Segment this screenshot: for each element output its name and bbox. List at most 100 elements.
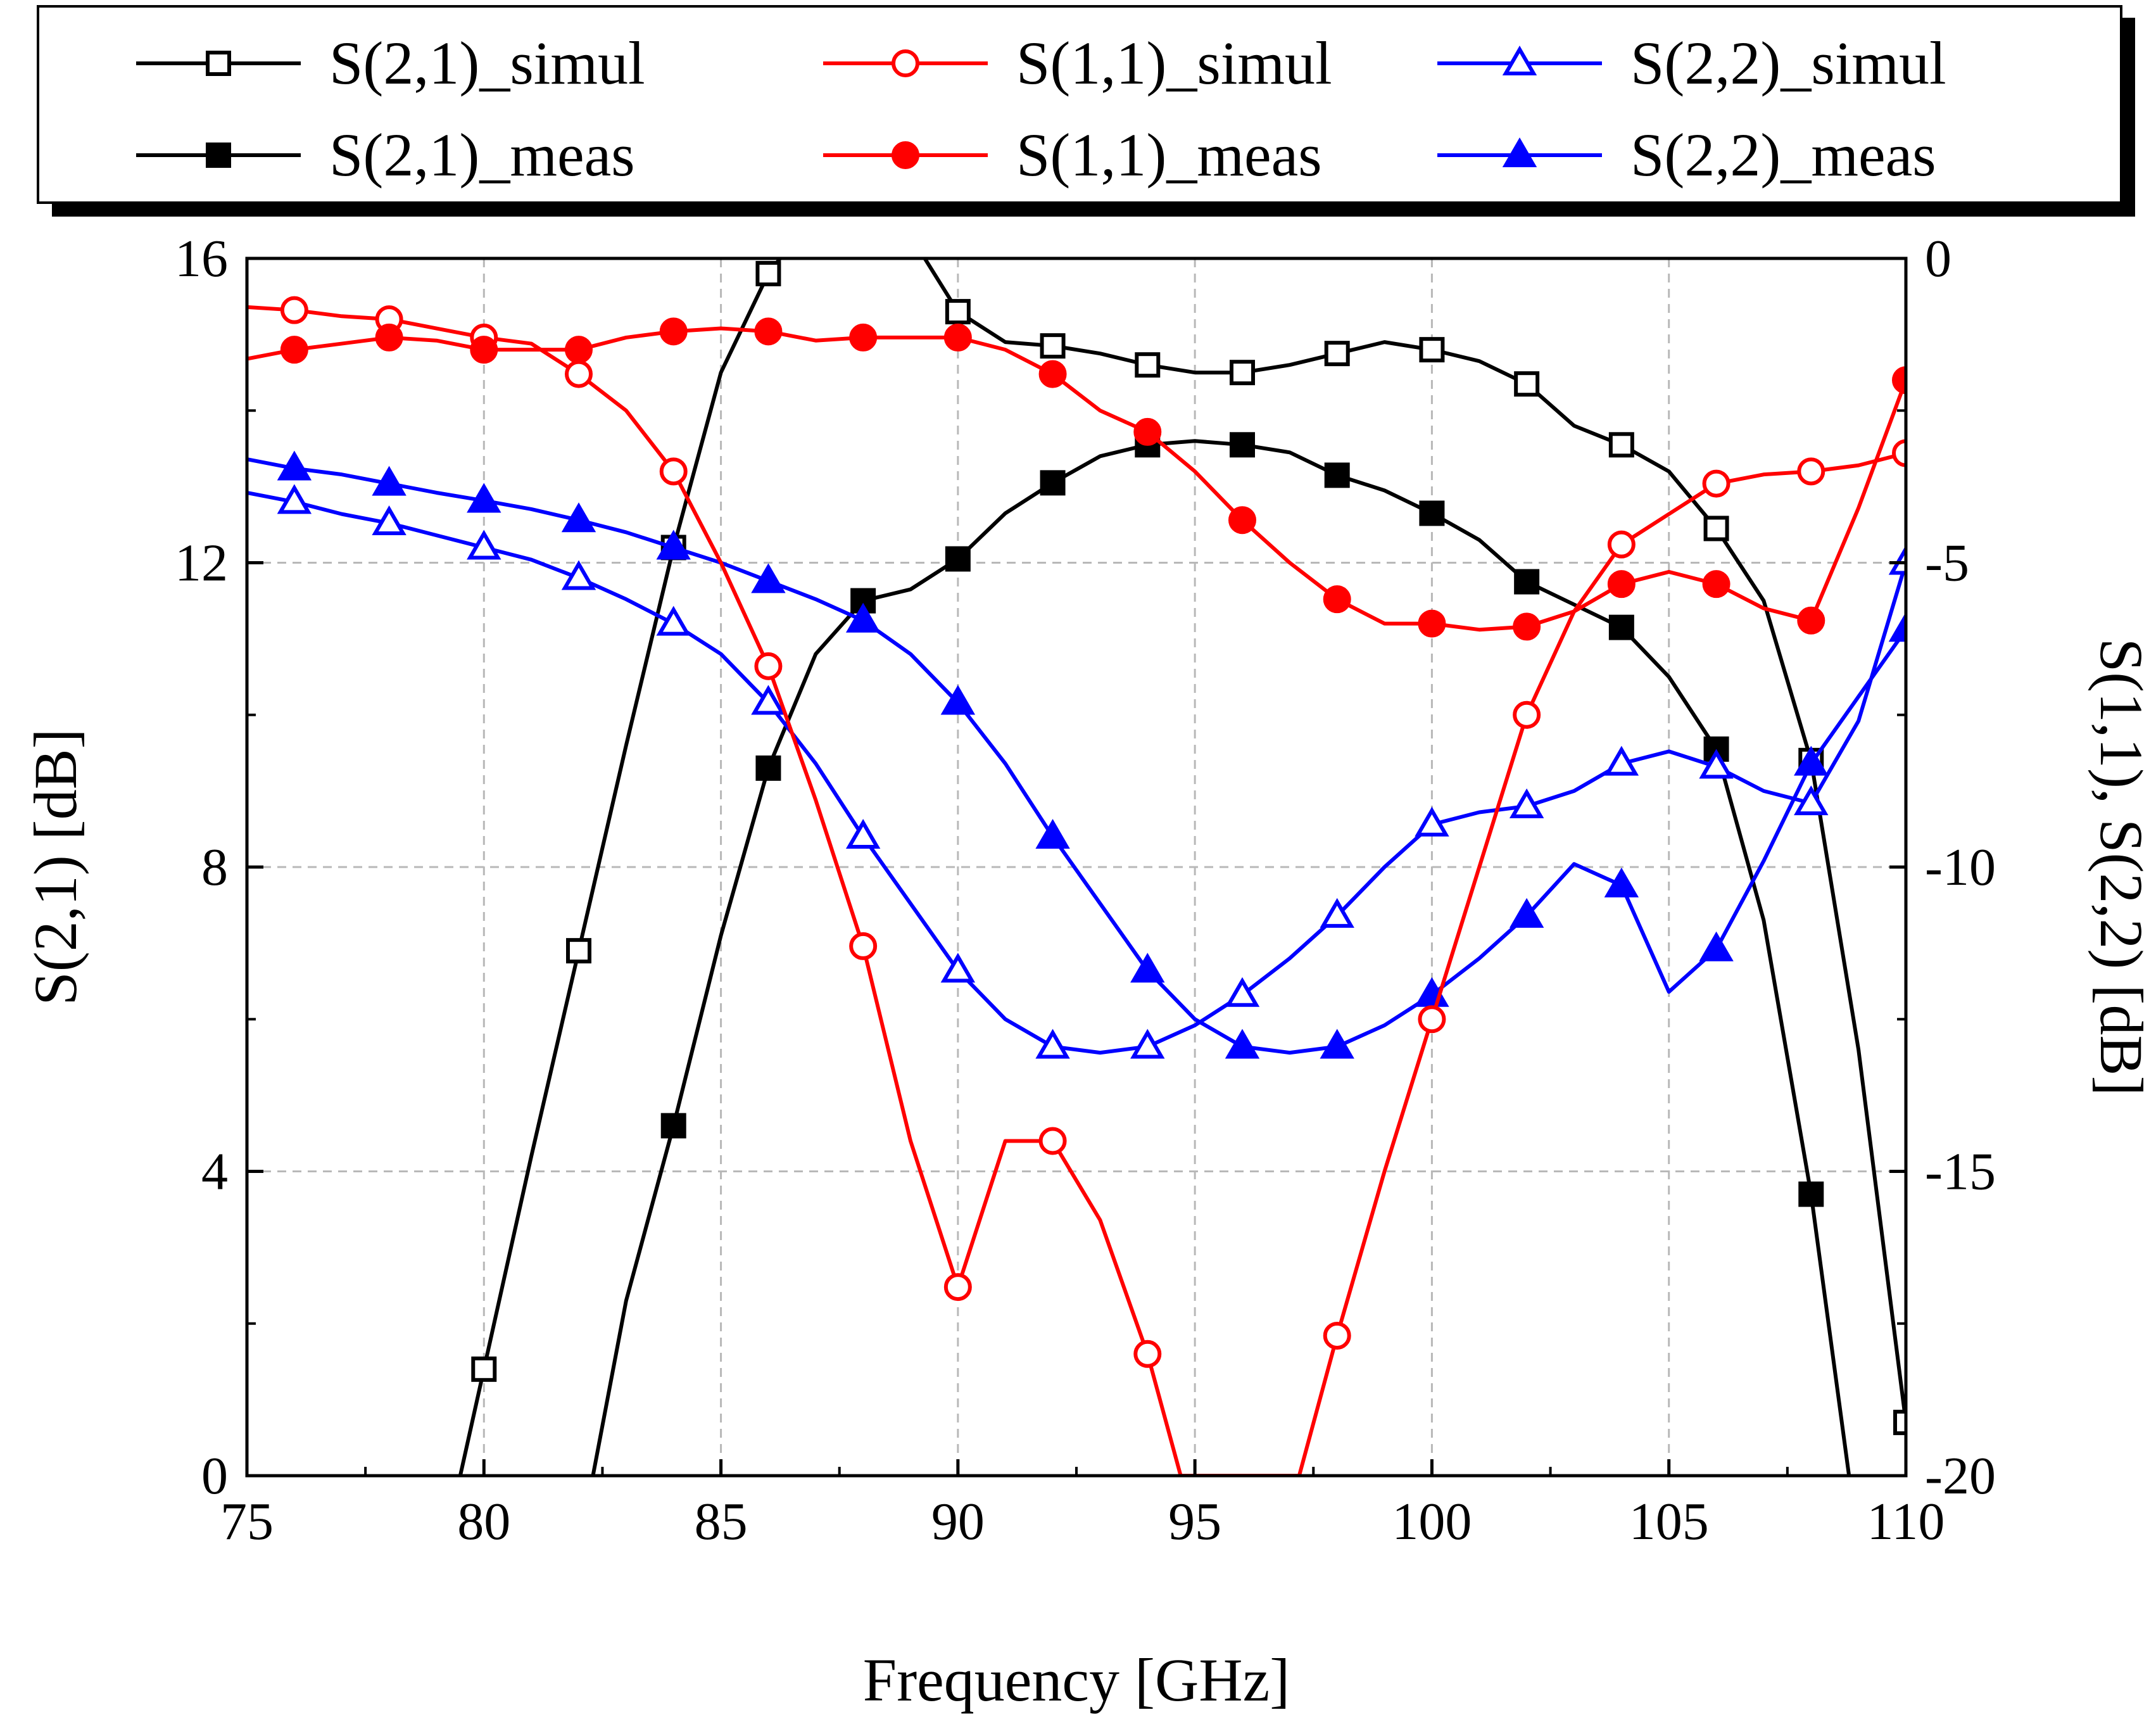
data-point-s-2-2-meas [1509, 897, 1544, 928]
legend-label: S(1,1)_simul [1016, 29, 1332, 97]
data-point-s-2-2-meas [1794, 745, 1829, 776]
data-point-s-2-2-meas [940, 685, 976, 715]
data-point-s-1-1-simul [1133, 1340, 1162, 1368]
data-point-s-2-2-simul [1035, 1029, 1070, 1059]
y-right-tick-label: -20 [1925, 1447, 1996, 1505]
y-axis-right-title: S(1,1), S(2,2) [dB] [2088, 638, 2155, 1096]
series-s-1-1-simul [247, 296, 1906, 1476]
data-point-s-2-2-simul [561, 560, 596, 590]
data-point-s-2-1-simul [1040, 333, 1066, 359]
series-s-1-1-meas [247, 317, 1906, 641]
legend-label: S(2,1)_meas [329, 121, 635, 189]
data-point-s-1-1-simul [565, 360, 593, 388]
data-point-s-1-1-simul [849, 932, 878, 960]
y-right-tick-label: 0 [1925, 229, 1951, 288]
data-point-s-2-2-meas [372, 466, 407, 496]
data-point-s-2-2-simul [751, 685, 786, 715]
data-point-s-2-2-simul [1130, 1029, 1165, 1059]
legend-label: S(2,1)_simul [329, 29, 645, 97]
series-s-2-2-meas [247, 450, 1906, 1059]
series-line-s-2-1-meas [591, 439, 1851, 1476]
data-point-s-2-1-simul [755, 261, 781, 287]
legend-marker [892, 141, 919, 169]
legend-label: S(1,1)_meas [1016, 121, 1322, 189]
data-point-s-2-2-simul [1604, 745, 1639, 776]
data-point-s-2-2-simul [1509, 788, 1544, 818]
data-point-s-2-2-meas [751, 563, 786, 593]
legend-marker [206, 51, 231, 76]
data-point-s-1-1-simul [1892, 439, 1906, 467]
data-point-s-1-1-meas [1702, 570, 1730, 599]
y-left-tick-label: 4 [201, 1143, 228, 1201]
data-point-s-1-1-meas [943, 323, 972, 352]
data-point-s-1-1-meas [565, 336, 593, 364]
legend-label: S(2,2)_simul [1630, 29, 1946, 97]
data-point-s-2-2-simul [1320, 897, 1354, 928]
y-right-tick-label: -15 [1925, 1143, 1996, 1201]
legend-entry-s-1-1-simul: S(1,1)_simul [823, 29, 1332, 97]
data-point-s-1-1-meas [1797, 606, 1825, 635]
x-tick-label: 105 [1629, 1492, 1709, 1551]
x-tick-label: 85 [695, 1492, 748, 1551]
data-point-s-2-2-meas [277, 450, 312, 481]
y-right-tick-label: -10 [1925, 838, 1996, 897]
data-point-s-2-1-simul [566, 938, 591, 964]
data-point-s-1-1-simul [659, 457, 688, 486]
data-point-s-1-1-meas [1228, 506, 1256, 535]
data-point-s-2-2-meas [467, 483, 501, 513]
x-tick-label: 100 [1392, 1492, 1472, 1551]
data-point-s-2-1-meas [660, 1113, 686, 1139]
data-point-s-1-1-meas [1892, 366, 1906, 395]
data-point-s-2-2-meas [1699, 931, 1734, 961]
data-point-s-2-1-simul [1703, 516, 1729, 542]
y-left-tick-label: 0 [201, 1447, 228, 1505]
data-point-s-1-1-meas [754, 317, 783, 346]
legend-marker [1502, 46, 1537, 75]
data-point-s-2-2-meas [1604, 867, 1639, 897]
legend: S(2,1)_simul S(1,1)_simul S(2,2)_simul S(2,… [136, 29, 1946, 189]
data-point-s-1-1-meas [1133, 417, 1162, 446]
data-point-s-2-2-simul [372, 505, 407, 536]
data-point-s-2-1-simul [1608, 432, 1634, 458]
x-tick-label: 75 [220, 1492, 274, 1551]
data-point-s-2-1-meas [1419, 500, 1445, 526]
data-point-s-1-1-meas [849, 323, 878, 352]
data-point-s-2-2-meas [1888, 612, 1906, 642]
legend-marker [206, 143, 231, 168]
legend-entry-s-2-2-meas: S(2,2)_meas [1437, 121, 1936, 189]
data-point-s-1-1-meas [1418, 609, 1446, 638]
data-point-s-2-2-meas [656, 529, 691, 560]
data-point-s-2-2-meas [1130, 953, 1165, 983]
series-s-2-1-meas [591, 432, 1851, 1476]
y-left-tick-label: 16 [175, 229, 228, 288]
data-point-s-2-2-simul [656, 605, 691, 636]
y-axis-left-title: S(2,1) [dB] [22, 728, 89, 1005]
x-tick-label: 110 [1867, 1492, 1945, 1551]
data-point-s-2-1-meas [1230, 432, 1255, 458]
data-point-s-2-2-simul [1415, 806, 1449, 837]
data-point-s-2-2-meas [1225, 1029, 1260, 1059]
data-point-s-1-1-meas [375, 323, 403, 352]
y-left-tick-label: 8 [201, 838, 228, 897]
data-point-s-2-1-meas [1040, 470, 1066, 496]
x-tick-label: 80 [457, 1492, 510, 1551]
series-layer [247, 258, 1906, 1476]
data-point-s-1-1-meas [1607, 570, 1636, 599]
data-point-s-1-1-simul [1323, 1321, 1351, 1350]
data-point-s-1-1-simul [943, 1273, 972, 1302]
data-point-s-1-1-simul [1702, 469, 1730, 498]
data-point-s-1-1-simul [280, 296, 308, 324]
legend-label: S(2,2)_meas [1630, 121, 1936, 189]
legend-box [37, 5, 2122, 204]
data-point-s-1-1-simul [1797, 457, 1825, 486]
data-point-s-2-1-meas [945, 546, 971, 572]
data-point-s-1-1-meas [280, 336, 308, 364]
data-point-s-2-1-simul [1514, 371, 1540, 397]
x-tick-label: 95 [1168, 1492, 1221, 1551]
legend-entry-s-2-1-meas: S(2,1)_meas [136, 121, 635, 189]
data-point-s-2-1-simul [1324, 341, 1350, 367]
data-point-s-2-1-meas [1324, 462, 1350, 488]
series-line-s-2-1-simul [458, 258, 1906, 1476]
data-point-s-2-2-simul [1794, 785, 1829, 816]
